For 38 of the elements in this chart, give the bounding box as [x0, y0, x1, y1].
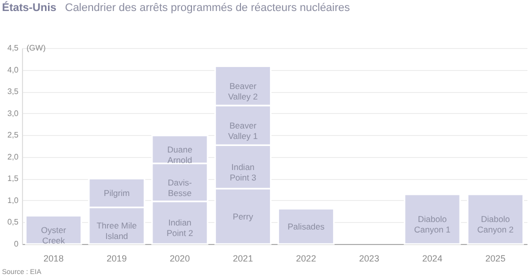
x-tick-label: 2021 [232, 254, 253, 264]
y-tick-label: 2,5 [7, 130, 20, 140]
bar [404, 194, 461, 245]
data-label: Davis- Besse [168, 177, 192, 198]
data-label: Duane Arnold [167, 144, 193, 165]
x-tick-label: 2022 [296, 254, 316, 264]
x-tick-label: 2023 [359, 254, 380, 264]
data-label: Beaver Valley 1 [228, 120, 258, 141]
y-tick-label: 0 [14, 240, 20, 248]
y-tick-label: 0,5 [7, 218, 20, 227]
y-tick-label: 2,0 [7, 152, 20, 162]
data-label: Oyster Creek [41, 224, 66, 246]
bar [466, 194, 524, 245]
x-tick-label: 2019 [106, 254, 127, 264]
chart-title: États-Unis [2, 1, 56, 14]
data-label: Beaver Valley 2 [228, 80, 258, 102]
y-axis-title: (GW) [26, 44, 46, 52]
y-tick-label: 3,5 [7, 87, 20, 96]
y-tick-label: 1,5 [7, 174, 20, 184]
data-label: Three Mile Island [96, 220, 138, 242]
data-label: Indian Point 3 [230, 162, 256, 182]
x-tick-label: 2025 [485, 254, 506, 264]
data-label: Diabolo Canyon 2 [477, 214, 514, 235]
x-tick-label: 2024 [422, 254, 442, 264]
data-label: Palisades [288, 221, 324, 232]
x-tick-label: 2018 [44, 254, 64, 264]
chart-subtitle: Calendrier des arrêts programmés de réacteurs nucléaires [65, 2, 350, 14]
y-tick-label: 3,0 [7, 108, 20, 118]
y-tick-label: 4,0 [7, 65, 20, 74]
data-label: Indian Point 2 [166, 218, 194, 238]
y-tick-label: 1,0 [7, 196, 20, 205]
data-label: Diabolo Canyon 1 [414, 214, 451, 235]
x-tick-label: 2020 [170, 254, 190, 264]
data-label: Perry [232, 211, 254, 222]
bar [25, 214, 82, 245]
bar [278, 208, 335, 245]
data-label: Pilgrim [104, 188, 130, 198]
y-tick-label: 4,5 [7, 44, 20, 52]
